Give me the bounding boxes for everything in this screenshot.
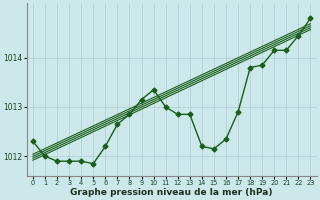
X-axis label: Graphe pression niveau de la mer (hPa): Graphe pression niveau de la mer (hPa) — [70, 188, 273, 197]
